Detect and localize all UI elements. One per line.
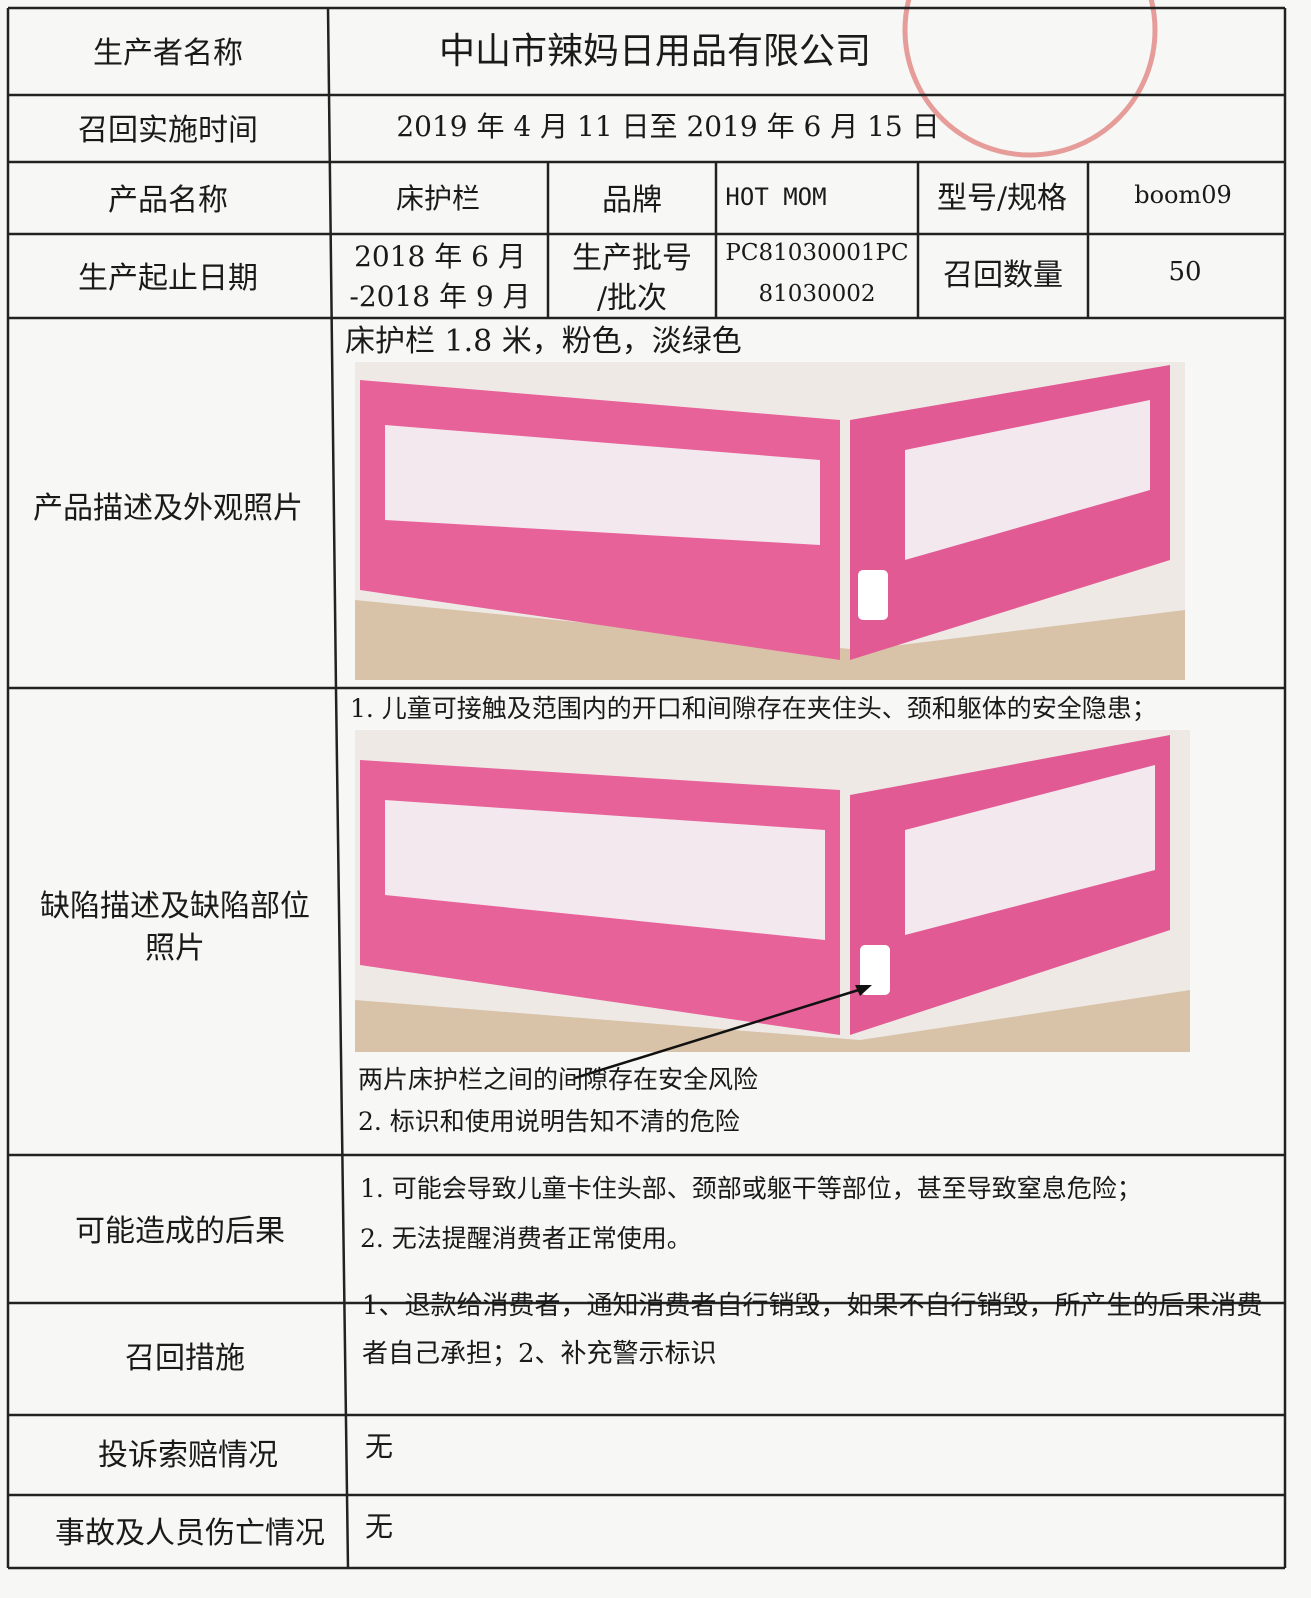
value: 1. 儿童可接触及范围内的开口和间隙存在夹住头、颈和躯体的安全隐患； bbox=[350, 694, 1157, 723]
label: 照片 bbox=[145, 931, 205, 966]
defect-photo bbox=[355, 730, 1190, 1080]
value: 2018 年 6 月 bbox=[354, 240, 526, 273]
label: 事故及人员伤亡情况 bbox=[55, 1516, 325, 1551]
label: 生产起止日期 bbox=[78, 261, 258, 296]
value: 1、退款给消费者，通知消费者自行销毁，如果不自行销毁，所产生的后果消费者自己承担… bbox=[362, 1291, 1263, 1369]
value: 50 bbox=[1168, 257, 1202, 287]
label: 生产者名称 bbox=[93, 36, 243, 71]
value: 2019 年 4 月 11 日至 2019 年 6 月 15 日 bbox=[396, 110, 940, 143]
label: 品牌 bbox=[602, 183, 662, 218]
value: PC81030001PC bbox=[725, 240, 909, 266]
label: /批次 bbox=[596, 281, 668, 316]
label: 召回措施 bbox=[125, 1341, 245, 1376]
value: 床护栏 bbox=[395, 182, 481, 215]
value: 81030002 bbox=[758, 281, 876, 307]
value: 中山市辣妈日用品有限公司 bbox=[438, 31, 872, 72]
value: 1. 可能会导致儿童卡住头部、颈部或躯干等部位，甚至导致窒息危险； bbox=[360, 1174, 1142, 1203]
value: 2. 标识和使用说明告知不清的危险 bbox=[358, 1107, 740, 1136]
value: 无 bbox=[365, 1510, 394, 1543]
stamp bbox=[902, 0, 1158, 158]
label: 投诉索赔情况 bbox=[98, 1438, 278, 1473]
value: HOT MOM bbox=[725, 183, 827, 211]
label: 缺陷描述及缺陷部位 bbox=[40, 889, 310, 924]
value: 无 bbox=[365, 1430, 394, 1463]
value: boom09 bbox=[1134, 181, 1232, 209]
product-photo bbox=[355, 362, 1185, 680]
label: 可能造成的后果 bbox=[75, 1214, 285, 1249]
value: -2018 年 9 月 bbox=[349, 280, 531, 313]
value: 床护栏 1.8 米，粉色，淡绿色 bbox=[345, 324, 742, 359]
label: 型号/规格 bbox=[936, 181, 1068, 216]
label: 生产批号 bbox=[572, 241, 692, 276]
label: 产品名称 bbox=[108, 183, 228, 218]
grid bbox=[6, 6, 1287, 1570]
label: 产品描述及外观照片 bbox=[33, 491, 303, 526]
label: 召回数量 bbox=[943, 258, 1063, 293]
label: 召回实施时间 bbox=[78, 113, 258, 148]
annotation: 两片床护栏之间的间隙存在安全风险 bbox=[358, 1065, 759, 1094]
value: 2. 无法提醒消费者正常使用。 bbox=[360, 1224, 692, 1253]
